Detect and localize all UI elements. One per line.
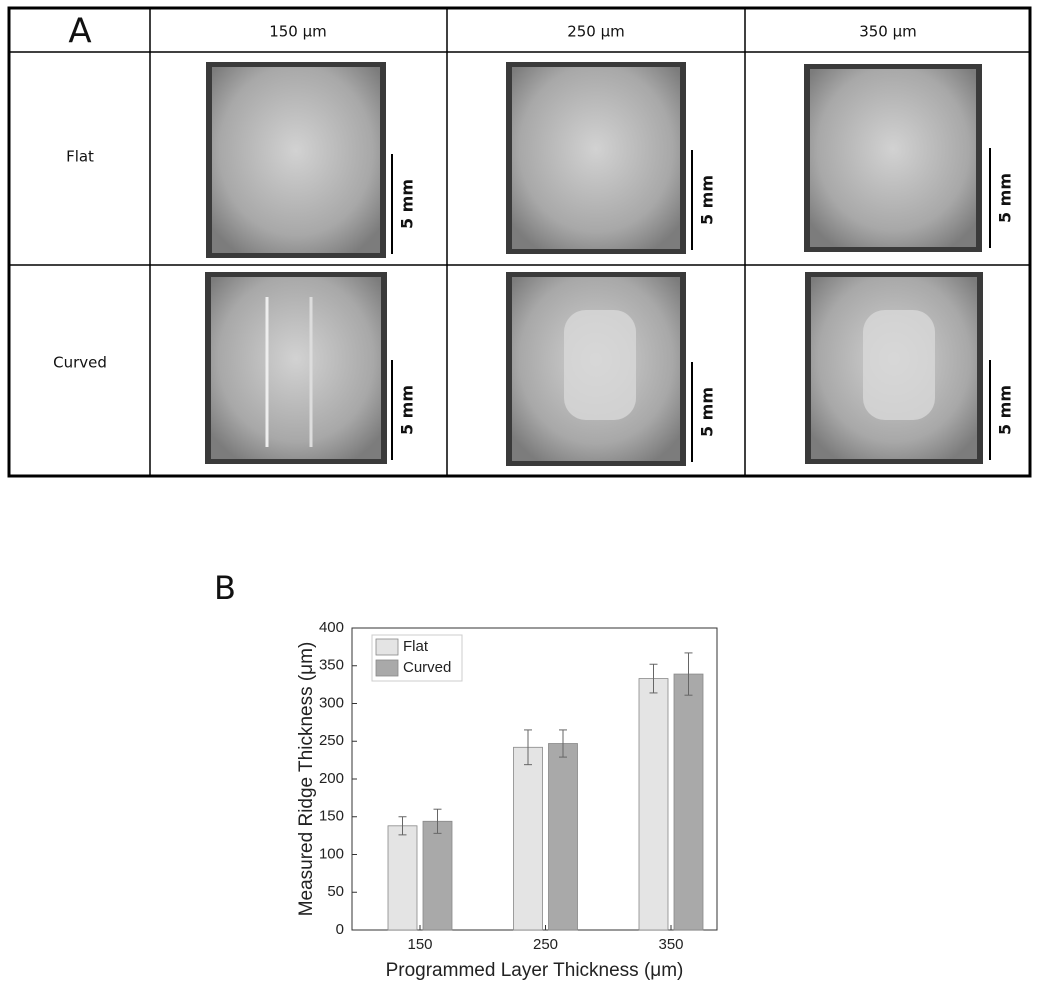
scale-bar-label: 5 mm <box>698 387 717 437</box>
scale-bar-label: 5 mm <box>398 179 417 229</box>
bar <box>548 743 578 931</box>
y-tick-label: 200 <box>319 770 344 787</box>
column-header: 150 µm <box>269 23 327 41</box>
y-tick-label: 100 <box>319 845 344 862</box>
y-tick-label: 50 <box>327 883 344 900</box>
legend-label: Flat <box>403 638 429 655</box>
column-header: 250 µm <box>567 23 625 41</box>
scale-bar-label: 5 mm <box>996 173 1015 223</box>
y-tick-label: 150 <box>319 808 344 825</box>
x-tick-label: 250 <box>533 936 558 953</box>
y-tick-label: 350 <box>319 657 344 674</box>
x-axis-label: Programmed Layer Thickness (μm) <box>386 960 684 981</box>
sample-photo <box>211 277 381 459</box>
panel-label: B <box>214 569 236 607</box>
bar <box>422 820 453 931</box>
bar <box>513 746 543 931</box>
x-tick-label: 350 <box>658 936 683 953</box>
legend-swatch <box>375 659 399 677</box>
sample-photo <box>512 67 680 249</box>
sample-photo <box>212 67 380 253</box>
y-tick-label: 0 <box>336 921 344 938</box>
scale-bar-label: 5 mm <box>698 175 717 225</box>
sample-ridge <box>863 310 935 420</box>
row-header: Curved <box>53 354 107 372</box>
scale-bar-label: 5 mm <box>996 385 1015 435</box>
legend-label: Curved <box>403 659 451 676</box>
bar <box>387 825 418 931</box>
bar <box>673 673 704 931</box>
y-axis-label: Measured Ridge Thickness (μm) <box>296 642 317 917</box>
sample-ridge <box>564 310 636 420</box>
y-tick-label: 300 <box>319 694 344 711</box>
x-tick-label: 150 <box>407 936 432 953</box>
y-tick-label: 400 <box>319 619 344 636</box>
legend-swatch <box>375 638 399 656</box>
table-frame <box>7 6 1032 478</box>
row-header: Flat <box>66 148 94 166</box>
column-header: 350 µm <box>859 23 917 41</box>
y-tick-label: 250 <box>319 732 344 749</box>
sample-photo <box>810 69 976 247</box>
bar <box>638 678 669 931</box>
panel-label: A <box>68 12 91 52</box>
scale-bar-label: 5 mm <box>398 385 417 435</box>
